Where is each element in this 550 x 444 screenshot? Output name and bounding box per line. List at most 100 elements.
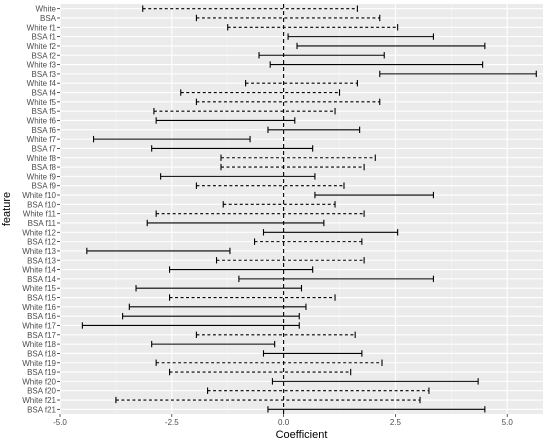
y-tick-label: White f20 <box>22 377 56 386</box>
interval-bar <box>379 70 537 78</box>
interval-bar <box>314 191 434 199</box>
interval-bar <box>296 42 486 50</box>
interval-bar <box>155 117 296 124</box>
interval-bar <box>81 322 300 329</box>
interval-bar <box>195 98 381 106</box>
interval-bar <box>153 107 336 115</box>
y-tick-label: BSA f2 <box>32 51 57 60</box>
interval-bar <box>180 89 341 96</box>
plot-panel <box>60 4 543 414</box>
y-tick-label: BSA f8 <box>32 163 57 172</box>
interval-bar <box>160 173 316 180</box>
interval-bar <box>269 61 484 68</box>
y-tick-label: White f17 <box>22 321 56 330</box>
y-tick-label: BSA f18 <box>27 349 56 358</box>
y-tick-label: White f21 <box>22 396 56 405</box>
y-tick-label: BSA f10 <box>27 200 56 209</box>
interval-bar <box>92 135 251 143</box>
y-tick-label: BSA f15 <box>27 294 56 303</box>
interval-bar <box>169 294 336 301</box>
interval-bar <box>220 163 365 171</box>
y-tick-label: BSA <box>40 14 57 23</box>
y-tick-label: White f9 <box>27 172 57 181</box>
y-tick-label: BSA f16 <box>27 312 56 321</box>
interval-bar <box>215 257 365 264</box>
y-tick-label: BSA f1 <box>32 33 57 42</box>
interval-bar <box>151 145 314 152</box>
y-tick-label: BSA f6 <box>32 126 57 135</box>
y-tick-label: White f2 <box>27 42 57 51</box>
interval-bar <box>287 33 434 40</box>
y-tick-label: BSA f14 <box>27 275 56 284</box>
y-tick-label: White f8 <box>27 154 57 163</box>
x-tick-label: 5.0 <box>502 418 514 427</box>
y-tick-label: BSA f17 <box>27 331 56 340</box>
y-tick-label: White f1 <box>27 23 57 32</box>
y-tick-label: White f4 <box>27 79 57 88</box>
x-tick-labels: -5.0 -2.5 0.0 2.5 5.0 <box>53 414 513 427</box>
interval-bar <box>146 219 325 227</box>
y-tick-label: BSA f12 <box>27 238 56 247</box>
y-tick-label: White f12 <box>22 228 56 237</box>
y-tick-label: White f16 <box>22 303 56 312</box>
y-tick-label: White f15 <box>22 284 56 293</box>
x-tick-label: 0.0 <box>278 418 290 427</box>
interval-bar <box>238 275 434 283</box>
y-tick-label: White f5 <box>27 98 57 107</box>
interval-bar <box>207 387 430 394</box>
y-tick-label: BSA f3 <box>32 70 57 79</box>
interval-bar <box>169 368 352 376</box>
y-tick-label: White f11 <box>23 210 57 219</box>
interval-bar <box>151 340 276 348</box>
x-tick-label: 2.5 <box>390 418 402 427</box>
interval-bar <box>258 52 385 59</box>
y-tick-label: White f7 <box>27 135 57 144</box>
y-tick-label: BSA f21 <box>27 405 56 414</box>
x-tick-label: -5.0 <box>53 418 67 427</box>
y-tick-label: BSA f7 <box>32 144 57 153</box>
interval-bar <box>267 406 486 413</box>
interval-bar <box>195 14 381 22</box>
y-tick-label: White f3 <box>27 61 57 70</box>
interval-bars <box>81 5 537 413</box>
interval-bar <box>128 303 307 311</box>
y-tick-label: White f14 <box>22 266 56 275</box>
interval-bar <box>122 312 300 320</box>
y-tick-label: White f18 <box>22 340 56 349</box>
interval-bar <box>271 378 479 385</box>
interval-bar <box>142 5 358 12</box>
interval-bar <box>155 359 383 366</box>
interval-bar <box>262 350 363 357</box>
interval-bar <box>222 201 336 208</box>
y-axis-title: feature <box>1 192 13 226</box>
y-tick-label: White f19 <box>22 359 56 368</box>
interval-bar <box>227 24 399 31</box>
y-tick-label: BSA f13 <box>27 256 56 265</box>
interval-bar <box>253 238 363 245</box>
interval-bar <box>169 266 314 273</box>
interval-bar <box>195 331 356 338</box>
interval-bar <box>115 396 421 404</box>
interval-bar <box>195 182 345 189</box>
y-tick-label: White f6 <box>27 116 57 125</box>
x-axis-title: Coefficient <box>276 429 328 441</box>
y-tick-label: White f13 <box>22 247 56 256</box>
y-tick-label: BSA f19 <box>27 368 56 377</box>
interval-bar <box>86 247 231 255</box>
interval-bar <box>262 229 399 236</box>
y-tick-label: BSA f5 <box>32 107 57 116</box>
interval-bar <box>135 285 303 292</box>
y-tick-label: BSA f4 <box>32 89 57 98</box>
interval-bar <box>245 80 358 87</box>
interval-bar <box>155 210 365 217</box>
interval-bar <box>220 154 376 161</box>
y-tick-label: BSA f9 <box>32 182 57 191</box>
y-tick-label: White <box>36 5 57 14</box>
x-tick-label: -2.5 <box>165 418 179 427</box>
interval-bar <box>267 126 361 133</box>
y-tick-label: BSA f11 <box>28 219 57 228</box>
y-tick-label: White f10 <box>22 191 56 200</box>
y-tick-label: BSA f20 <box>27 387 56 396</box>
